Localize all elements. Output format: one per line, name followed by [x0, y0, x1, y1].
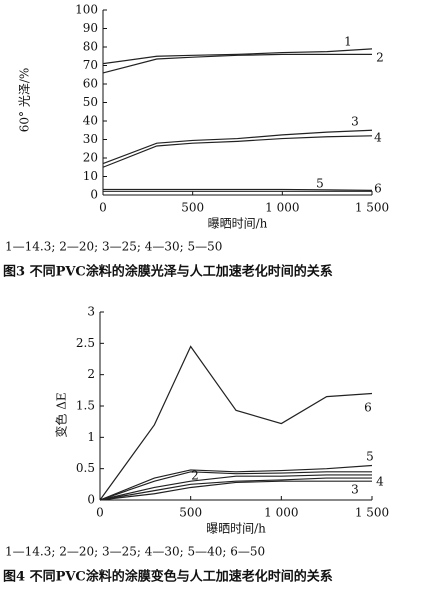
series-label: 2	[376, 51, 384, 65]
y-tick-label: 2	[87, 367, 95, 381]
y-tick-label: 70	[83, 58, 98, 72]
x-axis-label: 曝晒时间/h	[208, 217, 268, 231]
x-tick-label: 1 000	[264, 506, 298, 520]
y-tick-label: 30	[83, 132, 98, 146]
y-tick-label: 90	[83, 21, 98, 35]
series-line	[99, 477, 372, 501]
x-tick-label: 1 500	[355, 201, 389, 215]
series-line	[99, 464, 373, 501]
x-tick-label: 0	[99, 201, 107, 215]
caption: 图3 不同PVC涂料的涂膜光泽与人工加速老化时间的关系	[3, 264, 333, 280]
legend-note: 1—14.3; 2—20; 3—25; 4—30; 5—40; 6—50	[5, 545, 265, 559]
y-tick-label: 40	[83, 114, 98, 128]
y-tick-label: 10	[83, 169, 98, 183]
series-line	[102, 53, 372, 74]
x-axis-label: 曝晒时间/h	[206, 522, 266, 536]
series-line	[102, 135, 373, 168]
series-label: 6	[364, 401, 372, 415]
y-tick-label: 1	[87, 430, 95, 444]
series-label: 4	[374, 131, 382, 145]
x-tick-label: 1 000	[265, 201, 299, 215]
series-label: 4	[376, 475, 384, 489]
series-line	[99, 471, 372, 501]
x-tick-label: 1 500	[355, 506, 389, 520]
y-tick-label: 0	[87, 493, 95, 507]
series-label: 6	[374, 182, 382, 196]
legend-note: 1—14.3; 2—20; 3—25; 4—30; 5—50	[5, 240, 222, 254]
y-tick-label: 3	[87, 305, 95, 319]
series-label: 5	[316, 177, 324, 191]
x-tick-label: 500	[179, 506, 202, 520]
x-tick-label: 0	[96, 506, 104, 520]
y-tick-label: 2.5	[76, 336, 95, 350]
y-tick-label: 20	[83, 151, 98, 165]
series-line	[103, 188, 373, 191]
series-line	[99, 480, 372, 501]
x-tick-label: 500	[181, 201, 204, 215]
caption: 图4 不同PVC涂料的涂膜变色与人工加速老化时间的关系	[3, 569, 333, 585]
y-tick-label: 80	[83, 40, 98, 54]
series-line	[99, 345, 373, 501]
y-tick-label: 60	[83, 77, 98, 91]
y-tick-label: 0.5	[76, 461, 95, 475]
series-line	[99, 474, 372, 501]
series-label: 2	[191, 469, 199, 483]
y-tick-label: 0	[90, 188, 98, 202]
y-tick-label: 1.5	[76, 399, 95, 413]
series-label: 5	[366, 450, 374, 464]
series-label: 3	[351, 483, 359, 497]
y-tick-label: 100	[75, 3, 98, 17]
y-axis-label: 变色 ΔE	[54, 392, 69, 437]
y-tick-label: 50	[83, 95, 98, 109]
series-line	[102, 48, 373, 65]
series-label: 3	[351, 115, 359, 129]
series-line	[102, 129, 373, 165]
series-label: 1	[344, 35, 352, 49]
y-axis-label: 60° 光泽/%	[18, 68, 32, 133]
